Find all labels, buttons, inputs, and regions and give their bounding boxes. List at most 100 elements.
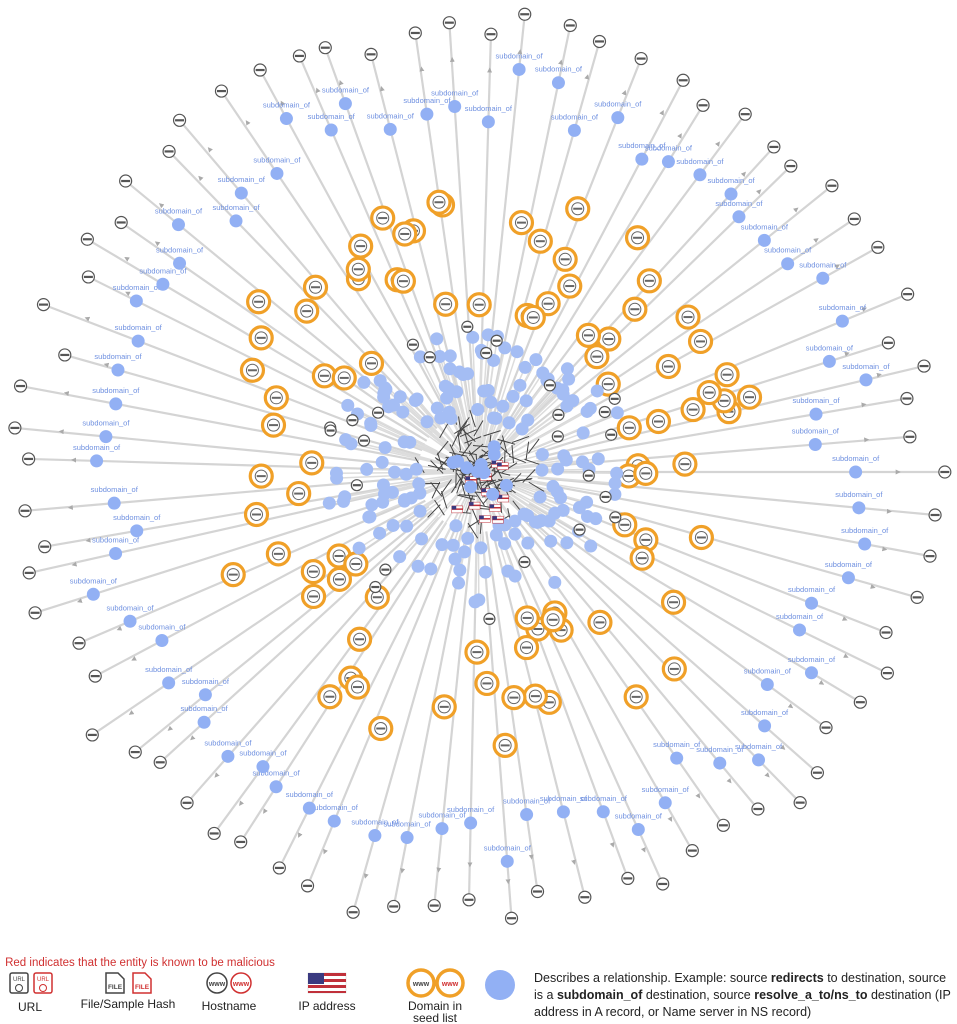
seed-node: [248, 463, 274, 489]
ip-node: [109, 546, 123, 560]
hostname-node: [847, 212, 861, 226]
edge-label: subdomain_of: [253, 769, 301, 778]
hostname-node: [462, 893, 476, 907]
hostname-node: [480, 346, 493, 360]
hostname-node: [234, 835, 248, 849]
ip-node: [129, 294, 143, 308]
core-ip-node: [438, 379, 452, 393]
edge-label: subdomain_of: [465, 104, 513, 113]
core-ip-node: [430, 401, 444, 415]
hostname-node: [28, 606, 42, 620]
core-tangle: [454, 423, 470, 434]
core-ip-node: [501, 564, 515, 578]
edge-label: subdomain_of: [788, 655, 836, 664]
core-ip-node: [453, 563, 467, 577]
core-ip-node: [580, 509, 594, 523]
core-ip-node: [486, 487, 500, 501]
edge: [178, 119, 441, 427]
ip-flag-node: [492, 515, 504, 524]
edge-label: subdomain_of: [311, 803, 359, 812]
hostname-node: [696, 98, 710, 112]
edge-label: subdomain_of: [447, 805, 495, 814]
ip-node: [724, 187, 738, 201]
core-ip-node: [506, 389, 520, 403]
core-ip-node: [484, 395, 498, 409]
edge-label: subdomain_of: [806, 343, 854, 352]
ip-node: [752, 753, 766, 767]
hostname-node: [408, 26, 422, 40]
edge-label: subdomain_of: [138, 623, 186, 632]
hostname-node: [578, 890, 592, 904]
hostname-node: [676, 73, 690, 87]
seed-node: [736, 384, 763, 410]
edge-arrow: [677, 133, 682, 139]
description-bold: redirects: [770, 971, 824, 985]
core-ip-node: [464, 480, 478, 494]
seed-node: [622, 296, 648, 322]
edge: [43, 303, 423, 452]
core-ip-node: [373, 526, 387, 540]
flag-canton: [497, 495, 503, 499]
seed-node: [263, 385, 289, 411]
core-ip-node: [487, 447, 501, 461]
seed-node: [246, 289, 272, 315]
edge-label: subdomain_of: [418, 811, 466, 820]
hostname-node: [85, 728, 99, 742]
seed-node: [527, 228, 553, 254]
core-ip-node: [530, 515, 544, 529]
ip-flag-node: [489, 504, 501, 512]
hostname-node: [207, 826, 221, 841]
seed-node: [390, 268, 416, 294]
core-ip-node: [376, 478, 390, 492]
core-tangle: [431, 481, 441, 499]
core-ip-node: [433, 350, 447, 364]
core-ip-node: [471, 403, 485, 417]
seed-node: [317, 684, 343, 710]
edge-label: subdomain_of: [70, 576, 118, 585]
core-ip-node: [548, 575, 562, 589]
core-edge: [414, 400, 479, 473]
edge-label: subdomain_of: [715, 199, 763, 208]
seed-node: [248, 325, 274, 351]
ip-flag-node: [497, 494, 509, 503]
description-bold: subdomain_of: [556, 988, 643, 1002]
core-ip-node: [608, 476, 622, 490]
core-tangle: [459, 429, 477, 438]
edge-arrow: [640, 847, 646, 853]
core-tangle: [427, 504, 441, 518]
ip-node: [658, 796, 672, 810]
edge: [91, 505, 430, 736]
hostname-node: [72, 636, 86, 650]
edge-arrow: [323, 848, 328, 855]
icon-text: www: [441, 981, 459, 988]
seed-node: [300, 583, 327, 610]
core-ip-node: [513, 378, 527, 392]
edge-label: subdomain_of: [286, 790, 334, 799]
core-tangle: [440, 479, 452, 495]
core-ip-node: [434, 411, 448, 425]
edge-arrow: [124, 256, 130, 262]
edge-label: subdomain_of: [792, 396, 840, 405]
hostname-node: [214, 84, 229, 98]
core-ip-node: [591, 452, 605, 466]
hostname-node: [357, 434, 371, 447]
core-edge: [477, 454, 564, 473]
hostname-node: [153, 755, 167, 769]
seed-node: [584, 344, 610, 370]
seed-icon: www www: [406, 968, 465, 998]
seed-node: [331, 365, 357, 391]
hostname-node: [114, 215, 128, 230]
seed-node: [557, 273, 583, 299]
edge-label: subdomain_of: [253, 155, 301, 164]
hostname-node: [387, 899, 401, 914]
edge-arrow: [190, 735, 196, 741]
flag-stripe: [451, 508, 463, 510]
core-ip-node: [521, 413, 535, 427]
legend-label: Domain in seed list: [407, 1000, 463, 1024]
ip-node: [520, 808, 534, 822]
seed-node: [302, 274, 329, 300]
flag-canton: [451, 505, 457, 510]
core-ip-node: [451, 454, 465, 468]
hostname-node: [656, 877, 670, 891]
edge-label: subdomain_of: [431, 88, 479, 97]
